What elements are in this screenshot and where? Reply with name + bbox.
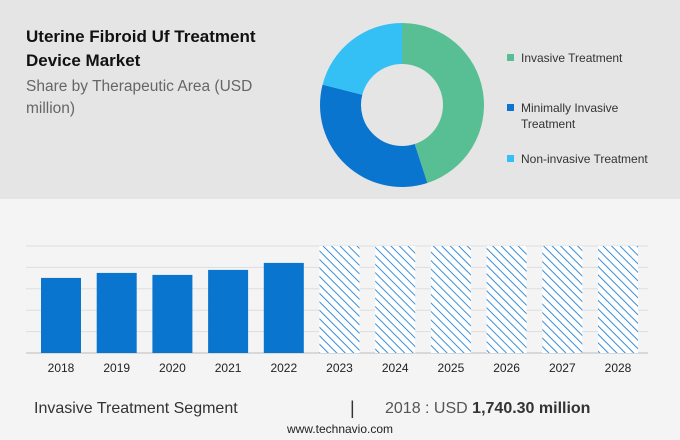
donut-slice xyxy=(320,84,428,188)
x-tick-label: 2020 xyxy=(159,361,186,375)
legend-item: Non-invasive Treatment xyxy=(507,151,667,183)
x-tick-label: 2024 xyxy=(382,361,409,375)
page-title: Uterine Fibroid Uf Treatment Device Mark… xyxy=(26,27,256,70)
legend-swatch xyxy=(507,155,514,162)
value-label: 1,740.30 million xyxy=(472,400,591,417)
legend-label: Invasive Treatment xyxy=(521,51,623,65)
legend-swatch xyxy=(507,104,514,111)
bar xyxy=(208,269,249,353)
x-tick-label: 2023 xyxy=(326,361,353,375)
legend-label: Non-invasive Treatment xyxy=(521,152,648,166)
x-tick-label: 2027 xyxy=(549,361,576,375)
x-tick-label: 2021 xyxy=(215,361,242,375)
bar xyxy=(41,277,81,353)
x-tick-label: 2018 xyxy=(48,361,75,375)
forecast-bar xyxy=(319,246,360,353)
donut-slice xyxy=(402,23,484,183)
x-tick-label: 2019 xyxy=(103,361,130,375)
forecast-bar xyxy=(430,246,471,353)
forecast-bar xyxy=(542,246,583,353)
footer-separator: | xyxy=(350,398,355,418)
x-tick-label: 2026 xyxy=(493,361,520,375)
x-tick-label: 2022 xyxy=(270,361,297,375)
year-label: 2018 : USD xyxy=(385,400,468,417)
page-subtitle: Share by Therapeutic Area (USD million) xyxy=(26,78,253,117)
segment-label: Invasive Treatment Segment xyxy=(34,400,238,417)
legend-item: Minimally Invasive Treatment xyxy=(507,100,667,132)
legend-label: Minimally Invasive Treatment xyxy=(521,101,619,131)
footer-value: 2018 : USD 1,740.30 million xyxy=(385,400,590,418)
donut-slice xyxy=(322,23,402,95)
bar xyxy=(96,272,137,353)
forecast-bar xyxy=(486,246,527,353)
legend-item: Invasive Treatment xyxy=(507,50,667,82)
forecast-bar xyxy=(598,246,638,353)
x-tick-label: 2025 xyxy=(438,361,465,375)
bar xyxy=(152,274,193,353)
site-url: www.technavio.com xyxy=(286,422,394,436)
forecast-bar xyxy=(375,246,416,353)
bar xyxy=(263,262,304,353)
legend-swatch xyxy=(507,54,514,61)
x-tick-label: 2028 xyxy=(605,361,632,375)
